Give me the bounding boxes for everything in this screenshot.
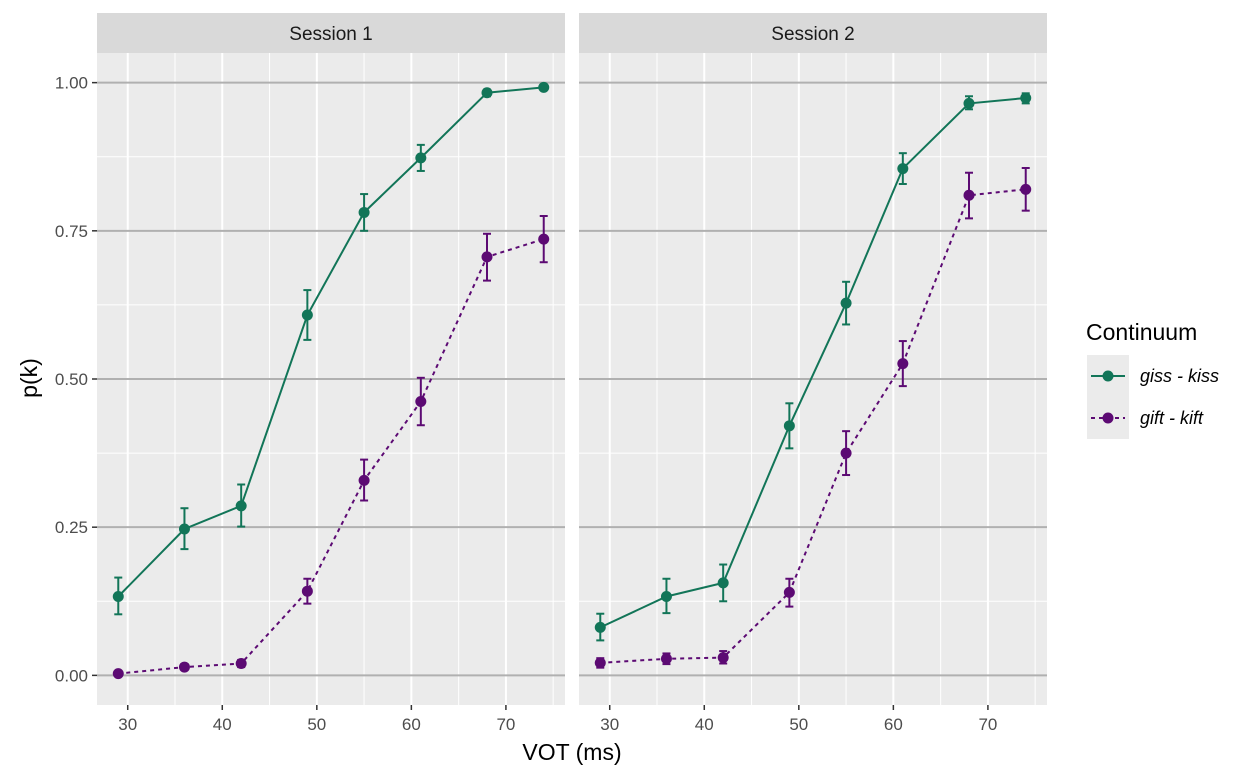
data-point <box>415 396 427 408</box>
data-point <box>840 297 852 309</box>
data-point <box>112 668 124 680</box>
y-tick-label: 0.50 <box>55 370 88 389</box>
data-point <box>112 591 124 603</box>
x-tick-label: 30 <box>600 715 619 734</box>
series-line <box>118 238 544 675</box>
legend-label: giss - kiss <box>1140 366 1219 386</box>
strip-label: Session 1 <box>289 24 372 45</box>
data-point <box>481 251 493 263</box>
data-point <box>963 97 975 109</box>
data-point <box>717 577 729 589</box>
x-tick-label: 60 <box>402 715 421 734</box>
legend-key-point <box>1102 370 1114 382</box>
data-point <box>301 585 313 597</box>
data-point <box>178 523 190 535</box>
data-point <box>1020 183 1032 195</box>
data-point <box>415 152 427 164</box>
series-giss-kiss <box>594 92 1032 642</box>
y-tick-label: 0.25 <box>55 518 88 537</box>
data-point <box>840 447 852 459</box>
legend-entry-gift-kift: gift - kift <box>1087 397 1204 439</box>
legend-entry-giss-kiss: giss - kiss <box>1087 355 1219 397</box>
legend-label: gift - kift <box>1140 408 1204 428</box>
y-tick-label: 1.00 <box>55 74 88 93</box>
data-point <box>897 358 909 370</box>
x-tick-label: 40 <box>695 715 714 734</box>
y-axis: 0.00 0.25 0.50 0.75 1.00 <box>55 74 97 685</box>
x-tick-label: 70 <box>496 715 515 734</box>
panel-session-1: Session 1 <box>97 13 565 705</box>
y-tick-label: 0.75 <box>55 222 88 241</box>
series-gift-kift <box>112 215 550 680</box>
series-line <box>600 188 1026 664</box>
data-point <box>660 591 672 603</box>
x-tick-label: 50 <box>307 715 326 734</box>
x-tick-label: 40 <box>213 715 232 734</box>
data-point <box>660 653 672 665</box>
data-point <box>358 206 370 218</box>
y-tick-label: 0.00 <box>55 666 88 685</box>
data-point <box>178 661 190 673</box>
series-line <box>599 97 1026 629</box>
x-tick-label: 70 <box>978 715 997 734</box>
data-point <box>594 621 606 633</box>
y-axis-title: p(k) <box>16 358 42 398</box>
data-point <box>1020 92 1032 104</box>
data-point <box>717 652 729 664</box>
x-tick-label: 50 <box>789 715 808 734</box>
data-point <box>538 81 550 93</box>
data-point <box>538 233 550 245</box>
data-point <box>963 189 975 201</box>
legend-entries: giss - kiss gift - kift <box>1087 355 1219 439</box>
series-giss-kiss <box>112 81 550 616</box>
x-tick-label: 60 <box>884 715 903 734</box>
data-point <box>358 474 370 486</box>
data-point <box>235 500 247 512</box>
x-tick-label: 30 <box>118 715 137 734</box>
data-point <box>235 658 247 670</box>
data-point <box>897 163 909 175</box>
series-gift-kift <box>594 166 1032 669</box>
panel-session-2: Session 2 <box>579 13 1047 705</box>
strip-background <box>579 13 1047 53</box>
x-axis-session-2: 30 40 50 60 70 <box>600 705 997 734</box>
strip-label: Session 2 <box>771 24 854 45</box>
legend-title: Continuum <box>1086 319 1197 345</box>
data-point <box>783 420 795 432</box>
legend: Continuum giss - kiss gift - kift <box>1086 319 1219 439</box>
legend-key-point <box>1102 412 1114 424</box>
data-point <box>783 586 795 598</box>
x-axis-session-1: 30 40 50 60 70 <box>118 705 515 734</box>
x-axis-title: VOT (ms) <box>522 739 621 765</box>
series-line <box>117 86 544 598</box>
strip-background <box>97 13 565 53</box>
data-point <box>481 87 493 99</box>
data-point <box>594 657 606 669</box>
data-point <box>301 309 313 321</box>
